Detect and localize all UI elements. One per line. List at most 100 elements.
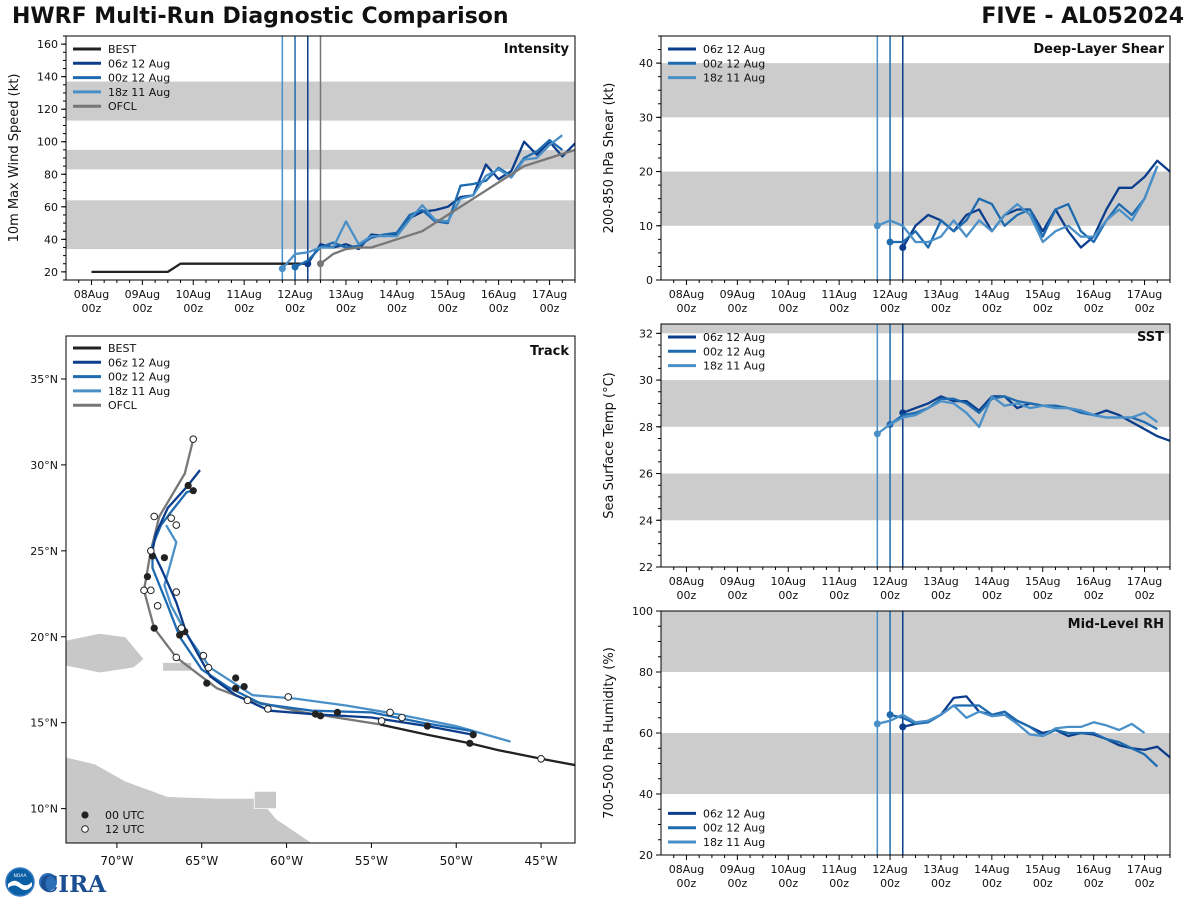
x-tick-label-date: 17Aug bbox=[1127, 863, 1162, 876]
x-tick-label-date: 09Aug bbox=[720, 575, 755, 588]
x-tick-label-hour: 00z bbox=[677, 877, 697, 890]
x-tick-label-date: 09Aug bbox=[720, 288, 755, 301]
legend-label-06z-12-aug: 06z 12 Aug bbox=[108, 356, 170, 369]
y-tick-label: 30 bbox=[639, 111, 653, 124]
diagnostic-figure: 2040608010012014016008Aug00z09Aug00z10Au… bbox=[0, 0, 1200, 900]
track-marker-12utc bbox=[200, 652, 207, 659]
x-tick-label-date: 14Aug bbox=[974, 863, 1009, 876]
track-marker-00utc bbox=[470, 731, 477, 738]
threshold-band-0 bbox=[661, 474, 1170, 521]
track-marker-12utc bbox=[148, 587, 155, 594]
marker-legend-00utc-label: 00 UTC bbox=[105, 809, 145, 822]
track-marker-12utc bbox=[141, 587, 148, 594]
y-tick-label: 100 bbox=[632, 605, 653, 618]
x-tick-label-hour: 00z bbox=[677, 302, 697, 315]
x-tick-label-hour: 00z bbox=[387, 302, 407, 315]
track-marker-12utc bbox=[387, 709, 394, 716]
x-tick-label-date: 11Aug bbox=[821, 863, 856, 876]
x-tick-label-hour: 00z bbox=[1033, 302, 1053, 315]
track-line-00z-12-aug bbox=[153, 491, 474, 732]
panel-title: Mid-Level RH bbox=[1068, 617, 1164, 632]
x-tick-label-date: 16Aug bbox=[481, 288, 516, 301]
legend-label-18z-11-aug: 18z 11 Aug bbox=[703, 72, 765, 85]
threshold-band-1 bbox=[661, 380, 1170, 427]
x-tick-label-hour: 00z bbox=[829, 877, 849, 890]
x-tick-label-date: 12Aug bbox=[277, 288, 312, 301]
cira-logo-text: CIRA bbox=[40, 871, 107, 898]
series-start-marker-00z-12-aug bbox=[887, 239, 894, 246]
panel-track: 70°W 65°W 60°W 55°W 50°W 45°W10°N15°N20°N25°N… bbox=[30, 336, 578, 868]
legend-label-06z-12-aug: 06z 12 Aug bbox=[703, 807, 765, 820]
legend-label-18z-11-aug: 18z 11 Aug bbox=[703, 360, 765, 373]
legend-label-00z-12-aug: 00z 12 Aug bbox=[703, 345, 765, 358]
track-line-best bbox=[380, 724, 579, 765]
x-tick-label-hour: 00z bbox=[778, 589, 798, 602]
x-tick-label-hour: 00z bbox=[1033, 589, 1053, 602]
track-marker-00utc bbox=[466, 740, 473, 747]
track-marker-00utc bbox=[203, 680, 210, 687]
x-tick-label-hour: 00z bbox=[1033, 877, 1053, 890]
y-axis-label: 10m Max Wind Speed (kt) bbox=[7, 74, 22, 243]
y-tick-label: 30 bbox=[639, 374, 653, 387]
noaa-logo-badge-text: NOAA bbox=[13, 873, 27, 879]
x-tick-label-date: 15Aug bbox=[430, 288, 465, 301]
y-tick-label: 140 bbox=[37, 71, 58, 84]
track-marker-12utc bbox=[173, 589, 180, 596]
track-marker-00utc bbox=[334, 709, 341, 716]
marker-legend-12utc-symbol bbox=[82, 826, 89, 833]
y-tick-label: 80 bbox=[44, 168, 58, 181]
x-tick-label-date: 13Aug bbox=[923, 863, 958, 876]
x-tick-label-date: 08Aug bbox=[669, 288, 704, 301]
y-tick-label: 32 bbox=[639, 327, 653, 340]
series-line-18z-11-aug bbox=[877, 706, 1144, 737]
track-marker-00utc bbox=[185, 482, 192, 489]
track-line-ofcl bbox=[144, 439, 380, 724]
panel-intensity: 2040608010012014016008Aug00z09Aug00z10Au… bbox=[7, 36, 575, 315]
track-marker-12utc bbox=[148, 548, 155, 555]
noaa-logo-icon bbox=[6, 868, 34, 896]
land-mass-0 bbox=[66, 633, 144, 673]
lat-tick-label: 35°N bbox=[30, 373, 58, 386]
x-tick-label-hour: 00z bbox=[677, 589, 697, 602]
track-marker-12utc bbox=[168, 515, 175, 522]
cira-logo: NOAA CIRA bbox=[4, 866, 114, 898]
track-marker-12utc bbox=[265, 706, 272, 713]
legend-label-00z-12-aug: 00z 12 Aug bbox=[108, 72, 170, 85]
y-tick-label: 40 bbox=[639, 788, 653, 801]
x-tick-label-date: 12Aug bbox=[872, 575, 907, 588]
x-tick-label-hour: 00z bbox=[880, 589, 900, 602]
track-marker-12utc bbox=[154, 603, 161, 610]
x-tick-label-hour: 00z bbox=[540, 302, 560, 315]
x-tick-label-date: 15Aug bbox=[1025, 575, 1060, 588]
marker-legend-00utc-symbol bbox=[81, 811, 88, 818]
y-tick-label: 26 bbox=[639, 468, 653, 481]
x-tick-label-hour: 00z bbox=[183, 302, 203, 315]
y-tick-label: 22 bbox=[639, 561, 653, 574]
x-tick-label-date: 10Aug bbox=[771, 863, 806, 876]
lon-tick-label: 45°W bbox=[524, 854, 557, 868]
x-tick-label-date: 17Aug bbox=[1127, 575, 1162, 588]
y-tick-label: 120 bbox=[37, 103, 58, 116]
x-tick-label-hour: 00z bbox=[727, 302, 747, 315]
series-start-marker-00z-12-aug bbox=[887, 711, 894, 718]
x-tick-label-date: 16Aug bbox=[1076, 863, 1111, 876]
x-tick-label-hour: 00z bbox=[132, 302, 152, 315]
x-tick-label-date: 14Aug bbox=[974, 288, 1009, 301]
series-start-marker-18z-11-aug bbox=[874, 720, 881, 727]
x-tick-label-hour: 00z bbox=[982, 589, 1002, 602]
x-tick-label-hour: 00z bbox=[1135, 877, 1155, 890]
legend-label-00z-12-aug: 00z 12 Aug bbox=[703, 57, 765, 70]
x-tick-label-hour: 00z bbox=[1135, 589, 1155, 602]
legend-label-18z-11-aug: 18z 11 Aug bbox=[108, 86, 170, 99]
series-start-marker-18z-11-aug bbox=[874, 430, 881, 437]
x-tick-label-hour: 00z bbox=[931, 589, 951, 602]
panel-title: SST bbox=[1137, 330, 1164, 345]
x-tick-label-date: 16Aug bbox=[1076, 575, 1111, 588]
legend-label-best: BEST bbox=[108, 342, 136, 355]
land-mass-3 bbox=[254, 791, 276, 808]
lat-tick-label: 10°N bbox=[30, 803, 58, 816]
x-tick-label-date: 10Aug bbox=[771, 575, 806, 588]
x-tick-label-date: 09Aug bbox=[720, 863, 755, 876]
x-tick-label-hour: 00z bbox=[931, 877, 951, 890]
track-marker-00utc bbox=[151, 625, 158, 632]
